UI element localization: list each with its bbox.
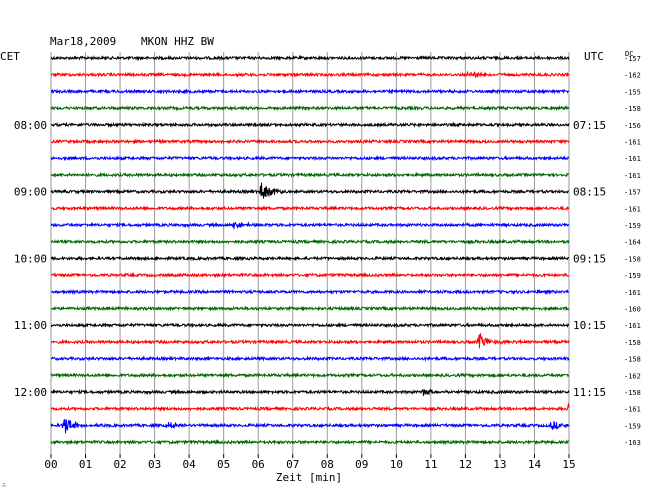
right-timezone-label: UTC [584,50,604,63]
x-tick-label: 04 [183,458,197,471]
dc-offset-label: -161 [624,139,641,147]
corner-mark: ∴ [2,481,6,489]
dc-offset-label: -161 [624,289,641,297]
left-time-label: 10:00 [14,252,47,265]
x-tick-label: 12 [459,458,472,471]
x-tick-label: 14 [528,458,542,471]
seismic-traces [50,54,570,446]
x-tick-label: 15 [562,458,575,471]
dc-offset-label: -159 [624,272,641,280]
seismic-trace-line [50,71,570,79]
seismic-trace-line [50,54,570,62]
x-tick-label: 08 [321,458,334,471]
dc-offset-label: -162 [624,372,641,380]
date-label: Mar18,2009 [50,35,116,48]
seismic-trace-line [50,322,570,329]
seismic-trace-line [50,372,570,379]
dc-offset-label: -158 [624,356,641,364]
right-time-label: 11:15 [573,386,606,399]
seismic-trace-line [50,305,570,312]
dc-offset-label: -157 [624,55,641,63]
dc-offset-label: -158 [624,389,641,397]
x-tick-label: 03 [148,458,161,471]
left-time-label: 08:00 [14,119,47,132]
time-grid [50,52,570,459]
axis-labels: 00 01 02 03 04 05 06 07 08 09 10 11 12 13 14 15 -157 -162… [14,55,641,471]
seismic-trace-line [50,104,570,112]
x-tick-label: 01 [79,458,92,471]
seismic-trace-line [50,418,570,434]
seismic-trace-line [50,88,570,95]
seismic-trace-line [50,403,570,412]
seismic-trace-line [50,238,570,245]
dc-offset-label: -160 [624,306,641,314]
seismic-trace-line [50,221,570,229]
dc-header-label: DC [625,50,633,58]
seismic-trace-line [51,288,570,296]
seismic-trace-line [50,271,570,279]
seismic-trace-line [50,155,570,162]
dc-offset-label: -162 [624,72,641,80]
seismic-trace-line [50,171,570,179]
dc-offset-label: -161 [624,322,641,330]
right-time-label: 09:15 [573,252,606,265]
seismic-trace-line [50,255,570,262]
dc-offset-label: -158 [624,255,641,263]
seismic-trace-line [50,332,570,349]
seismic-trace-line [50,205,570,212]
right-time-label: 08:15 [573,186,606,199]
dc-offset-label: -161 [624,172,641,180]
dc-offset-label: -155 [624,88,641,96]
dc-offset-label: -161 [624,406,641,414]
dc-offset-label: -159 [624,422,641,430]
left-time-label: 11:00 [14,319,47,332]
x-tick-label: 07 [286,458,299,471]
x-tick-label: 05 [217,458,230,471]
dc-offset-label: -159 [624,222,641,230]
left-timezone-label: CET [0,50,20,63]
x-axis-label: Zeit [min] [276,471,342,484]
right-time-label: 10:15 [573,319,606,332]
seismic-trace-line [50,355,570,362]
x-tick-label: 09 [355,458,368,471]
left-time-label: 12:00 [14,386,47,399]
x-tick-label: 00 [44,458,57,471]
seismic-trace-line [50,388,570,396]
left-time-label: 09:00 [14,186,47,199]
x-tick-label: 10 [390,458,403,471]
right-time-label: 07:15 [573,119,606,132]
x-tick-label: 13 [493,458,506,471]
dc-offset-label: -156 [624,122,641,130]
x-tick-label: 06 [252,458,265,471]
seismic-trace-line [50,121,570,129]
seismic-trace-line [50,438,570,446]
x-tick-label: 02 [113,458,126,471]
dc-offset-label: -161 [624,155,641,163]
dc-offset-label: -163 [624,439,641,447]
dc-offset-label: -164 [624,239,641,247]
seismic-trace-line [50,138,570,145]
x-tick-label: 11 [424,458,437,471]
station-label: MKON HHZ BW [141,35,214,48]
dc-offset-label: -161 [624,205,641,213]
dc-offset-label: -158 [624,339,641,347]
dc-offset-label: -157 [624,189,641,197]
seismic-trace-line [50,182,570,199]
dc-offset-label: -158 [624,105,641,113]
